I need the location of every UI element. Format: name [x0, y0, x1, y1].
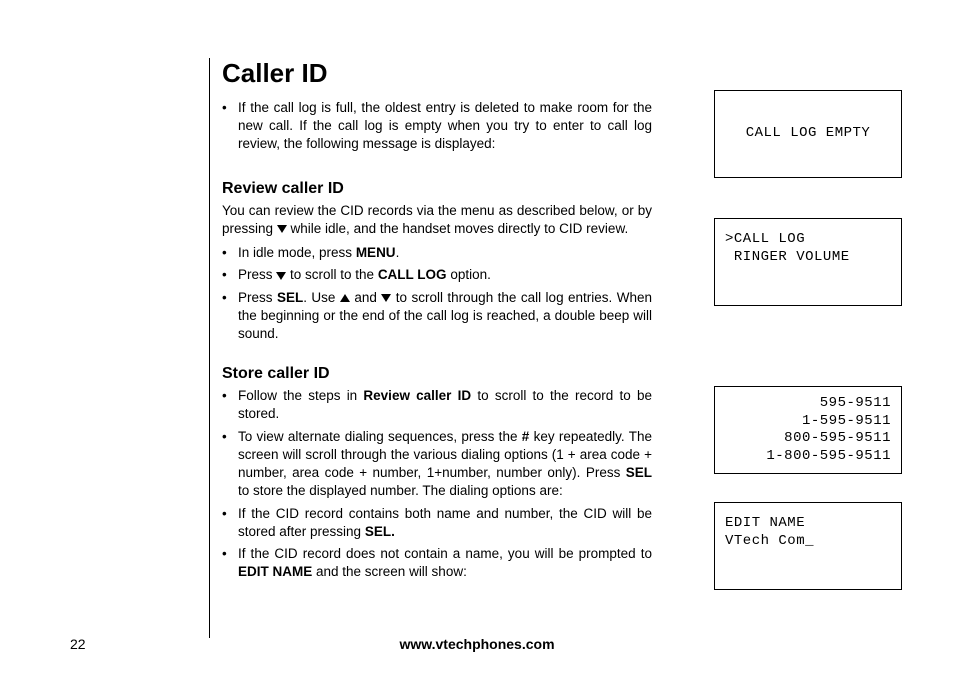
lcd-line: EDIT NAME — [725, 515, 805, 533]
main-content: Caller ID • If the call log is full, the… — [222, 58, 652, 603]
lcd-line: RINGER VOLUME — [725, 249, 891, 267]
lcd-line: >CALL LOG — [725, 231, 891, 249]
list-item: • If the CID record contains both name a… — [222, 505, 652, 541]
txt-frag: In idle mode, press — [238, 245, 356, 260]
sel-key-label: SEL — [277, 290, 303, 305]
bullet-text: Follow the steps in Review caller ID to … — [238, 387, 652, 423]
txt-frag: Press — [238, 290, 277, 305]
vertical-divider — [209, 58, 210, 638]
bullet-text: Press to scroll to the CALL LOG option. — [238, 266, 652, 284]
txt-frag: and the screen will show: — [312, 564, 467, 579]
txt-frag: . Use — [303, 290, 340, 305]
bullet-text: Press SEL. Use and to scroll through the… — [238, 289, 652, 344]
up-arrow-icon — [340, 294, 350, 302]
review-para: You can review the CID records via the m… — [222, 202, 652, 238]
lcd-line: 1-800-595-9511 — [766, 448, 891, 466]
txt-frag: To view alternate dialing sequences, pre… — [238, 429, 522, 444]
store-bullets: • Follow the steps in Review caller ID t… — [222, 387, 652, 581]
txt-frag: Follow the steps in — [238, 388, 363, 403]
section-heading-store: Store caller ID — [222, 365, 652, 383]
list-item: • Press to scroll to the CALL LOG option… — [222, 266, 652, 284]
intro-bullet: • If the call log is full, the oldest en… — [222, 99, 652, 154]
txt-frag: . — [396, 245, 400, 260]
txt-frag: option. — [447, 267, 491, 282]
bullet-dot: • — [222, 289, 238, 344]
bullet-dot: • — [222, 545, 238, 581]
bullet-dot: • — [222, 505, 238, 541]
bullet-text: To view alternate dialing sequences, pre… — [238, 428, 652, 501]
list-item: • If the CID record does not contain a n… — [222, 545, 652, 581]
list-item: • In idle mode, press MENU. — [222, 244, 652, 262]
review-para-b: while idle, and the handset moves direct… — [287, 221, 628, 236]
list-item: • Press SEL. Use and to scroll through t… — [222, 289, 652, 344]
lcd-screen-editname: EDIT NAME VTech Com_ — [714, 502, 902, 590]
review-ref-label: Review caller ID — [363, 388, 471, 403]
txt-frag: If the CID record does not contain a nam… — [238, 546, 652, 561]
lcd-sidebar: CALL LOG EMPTY >CALL LOG RINGER VOLUME 5… — [714, 90, 902, 630]
txt-frag: and — [350, 290, 381, 305]
intro-text: If the call log is full, the oldest entr… — [238, 99, 652, 154]
footer-url: www.vtechphones.com — [0, 636, 954, 652]
bullet-dot: • — [222, 99, 238, 154]
list-item: • Follow the steps in Review caller ID t… — [222, 387, 652, 423]
page-title: Caller ID — [222, 58, 652, 89]
menu-key-label: MENU — [356, 245, 396, 260]
bullet-dot: • — [222, 244, 238, 262]
lcd-screen-empty: CALL LOG EMPTY — [714, 90, 902, 178]
down-arrow-icon — [276, 272, 286, 280]
calllog-label: CALL LOG — [378, 267, 447, 282]
txt-frag: If the CID record contains both name and… — [238, 506, 652, 539]
bullet-dot: • — [222, 387, 238, 423]
sel-key-label: SEL — [626, 465, 652, 480]
manual-page: Caller ID • If the call log is full, the… — [0, 0, 954, 682]
bullet-text: If the CID record contains both name and… — [238, 505, 652, 541]
txt-frag: Press — [238, 267, 276, 282]
down-arrow-icon — [277, 225, 287, 233]
list-item: • To view alternate dialing sequences, p… — [222, 428, 652, 501]
lcd-line: CALL LOG EMPTY — [746, 125, 871, 143]
editname-label: EDIT NAME — [238, 564, 312, 579]
bullet-dot: • — [222, 266, 238, 284]
lcd-line: VTech Com_ — [725, 533, 814, 551]
lcd-line: 595-9511 — [820, 395, 891, 413]
lcd-screen-menu: >CALL LOG RINGER VOLUME — [714, 218, 902, 306]
lcd-line: 800-595-9511 — [784, 430, 891, 448]
review-bullets: • In idle mode, press MENU. • Press to s… — [222, 244, 652, 343]
down-arrow-icon — [381, 294, 391, 302]
lcd-line: 1-595-9511 — [802, 413, 891, 431]
section-heading-review: Review caller ID — [222, 180, 652, 198]
bullet-text: If the CID record does not contain a nam… — [238, 545, 652, 581]
bullet-dot: • — [222, 428, 238, 501]
txt-frag: to store the displayed number. The diali… — [238, 483, 563, 498]
sel-key-label: SEL. — [365, 524, 395, 539]
bullet-text: In idle mode, press MENU. — [238, 244, 652, 262]
lcd-screen-numbers: 595-9511 1-595-9511 800-595-9511 1-800-5… — [714, 386, 902, 474]
txt-frag: to scroll to the — [286, 267, 378, 282]
